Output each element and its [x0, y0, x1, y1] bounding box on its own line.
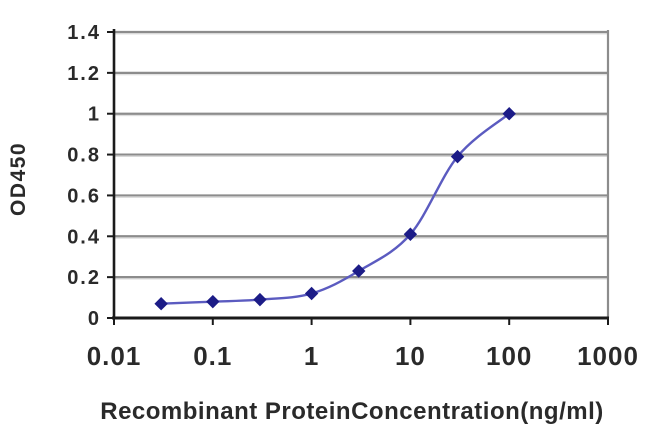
- y-tick-label: 0.8: [67, 145, 101, 167]
- data-point-marker: [450, 149, 465, 164]
- x-axis-title: Recombinant ProteinConcentration(ng/ml): [100, 398, 604, 425]
- data-point-marker: [253, 292, 267, 307]
- data-point-marker: [403, 227, 418, 241]
- data-point-marker: [206, 294, 220, 309]
- data-point-marker: [502, 107, 516, 121]
- y-tick-label: 1.4: [67, 22, 101, 44]
- x-tick-label: 10: [395, 341, 426, 371]
- y-tick-label: 0.4: [67, 226, 101, 248]
- axes-layer: [107, 29, 609, 325]
- y-tick-label: 0.6: [67, 185, 101, 207]
- data-point-marker: [154, 296, 168, 311]
- y-tick-label: 0: [88, 308, 101, 330]
- y-tick-label: 0.2: [67, 267, 101, 289]
- x-tick-label: 0.1: [193, 341, 232, 371]
- tick-labels-layer: 0 0.2 0.4 0.6 0.8 1 1.2 1.4 0.01 0.1 1 10 100 1000: [67, 22, 639, 371]
- gridlines-layer: [114, 30, 610, 318]
- series-line: [159, 112, 511, 305]
- x-tick-label: 100: [486, 341, 532, 371]
- x-tick-label: 1000: [577, 341, 639, 371]
- data-series-layer: [154, 107, 516, 311]
- x-tick-label: 1: [304, 341, 319, 371]
- y-tick-label: 1: [88, 104, 101, 126]
- data-point-marker: [352, 264, 366, 278]
- y-tick-label: 1.2: [67, 63, 101, 85]
- data-point-marker: [304, 286, 319, 301]
- x-tick-label: 0.01: [87, 341, 142, 371]
- y-axis-title: OD450: [7, 142, 30, 216]
